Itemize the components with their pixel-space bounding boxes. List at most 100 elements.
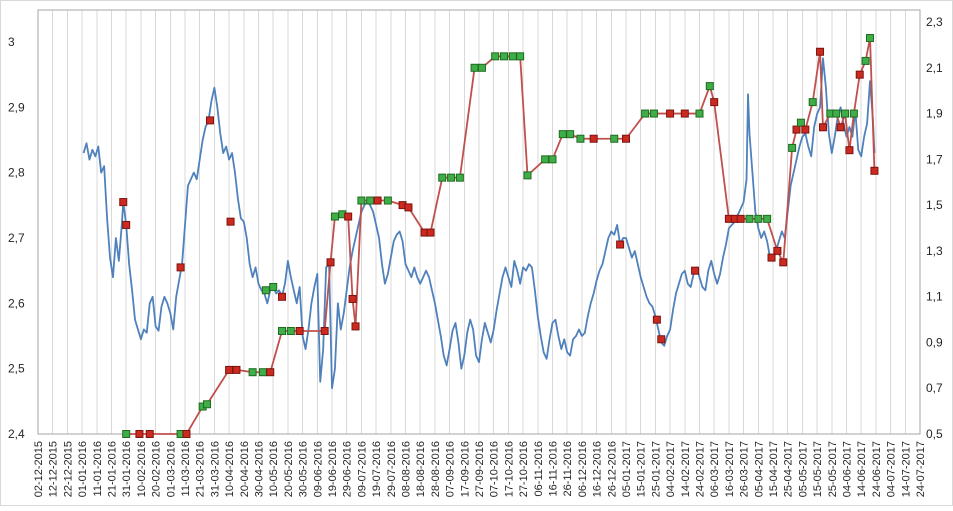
right-axis-tick-label: 1,7 [926, 152, 943, 166]
red-square-marker [666, 109, 675, 118]
green-square-marker [258, 368, 267, 377]
green-square-marker [455, 173, 464, 182]
red-square-marker [589, 134, 598, 143]
red-square-marker [836, 123, 845, 132]
red-square-signal-marker [278, 292, 287, 301]
green-square-marker [849, 109, 858, 118]
red-square-marker [182, 430, 191, 438]
red-square-marker [773, 246, 782, 255]
red-square-marker [404, 203, 413, 212]
green-square-marker [576, 134, 585, 143]
x-axis-tick-label: 19-06-2016 [327, 441, 339, 497]
x-axis-tick-label: 07-10-2016 [489, 441, 501, 497]
red-square-signal-marker [205, 116, 214, 125]
red-square-marker [266, 368, 275, 377]
red-square-marker [818, 123, 827, 132]
red-square-signal-marker [176, 263, 185, 272]
green-square-marker [832, 109, 841, 118]
red-square-marker [801, 125, 810, 134]
red-square-signal-marker [691, 266, 700, 275]
red-square-marker [845, 146, 854, 155]
green-square-marker [470, 63, 479, 72]
x-axis-tick-label: 10-04-2016 [224, 441, 236, 497]
x-axis-tick-label: 27-10-2016 [518, 441, 530, 497]
x-axis-tick-label: 14-06-2017 [856, 441, 868, 497]
x-axis-tick-label: 10-05-2016 [268, 441, 280, 497]
x-axis-tick-label: 21-01-2016 [107, 441, 119, 497]
right-axis-tick-label: 1,9 [926, 107, 943, 121]
green-square-marker [649, 109, 658, 118]
x-axis-tick-label: 24-06-2017 [871, 441, 883, 497]
green-square-marker [548, 155, 557, 164]
left-axis-tick-label: 2,7 [8, 231, 25, 245]
x-axis-tick-label: 18-08-2016 [415, 441, 427, 497]
green-square-marker [861, 56, 870, 65]
x-axis-tick-label: 01-03-2016 [165, 441, 177, 497]
x-axis-tick-label: 17-10-2016 [503, 441, 515, 497]
green-square-marker [523, 171, 532, 180]
x-axis-tick-label: 04-02-2017 [665, 441, 677, 497]
red-square-signal-marker [122, 220, 131, 229]
red-square-marker [426, 228, 435, 237]
red-square-signal-marker [226, 217, 235, 226]
x-axis-tick-label: 11-03-2016 [180, 441, 192, 496]
green-square-marker [866, 34, 875, 43]
x-axis-tick-label: 29-06-2016 [342, 441, 354, 497]
green-square-signal-marker [261, 286, 270, 295]
x-axis-tick-label: 26-12-2016 [606, 441, 618, 497]
blue-series-line [82, 57, 876, 390]
x-axis-tick-label: 20-05-2016 [283, 441, 295, 497]
x-axis-tick-label: 04-07-2017 [886, 441, 898, 497]
green-square-marker [841, 109, 850, 118]
x-axis-tick-label: 30-05-2016 [298, 441, 310, 497]
red-square-marker [348, 294, 357, 303]
x-axis-tick-label: 20-04-2016 [239, 441, 251, 497]
x-axis-tick-label: 14-07-2017 [900, 441, 912, 497]
right-axis-tick-label: 2,1 [926, 61, 943, 75]
x-axis-tick-label: 05-05-2017 [797, 441, 809, 497]
x-axis-tick-label: 14-02-2017 [680, 441, 692, 497]
green-square-marker [695, 109, 704, 118]
red-square-signal-marker [657, 335, 666, 344]
green-square-marker [541, 155, 550, 164]
red-square-marker [295, 327, 304, 335]
red-square-marker [680, 109, 689, 118]
green-square-marker [447, 173, 456, 182]
right-axis-tick-label: 0,7 [926, 381, 943, 395]
green-square-marker [788, 143, 797, 152]
green-square-marker [203, 400, 212, 409]
x-axis-tick-label: 26-11-2016 [562, 441, 574, 496]
right-axis-tick-label: 1,1 [926, 290, 943, 304]
red-square-marker [622, 134, 630, 143]
red-square-marker [736, 214, 745, 223]
right-axis-tick-label: 2,3 [926, 15, 943, 29]
green-square-marker [558, 130, 567, 139]
x-axis-tick-label: 04-06-2017 [842, 441, 854, 497]
left-axis-tick-label: 2,5 [8, 362, 25, 376]
red-square-signal-marker [119, 198, 128, 207]
red-square-marker [792, 125, 801, 134]
x-axis-tick-label: 24-02-2017 [695, 441, 707, 497]
x-axis-tick-label: 07-09-2016 [445, 441, 457, 497]
red-square-marker [232, 365, 241, 374]
green-square-marker [508, 52, 517, 61]
x-axis-tick-label: 06-03-2017 [709, 441, 721, 497]
green-square-marker [122, 430, 131, 438]
green-square-marker [641, 109, 650, 118]
red-square-signal-marker [767, 253, 776, 262]
x-axis-tick-label: 25-01-2017 [650, 441, 662, 497]
green-square-marker [754, 214, 763, 223]
x-axis-tick-label: 06-11-2016 [533, 441, 545, 496]
x-axis-tick-label: 27-09-2016 [474, 441, 486, 497]
x-axis-tick-label: 30-04-2016 [254, 441, 266, 497]
green-square-marker [808, 98, 817, 107]
red-square-marker [855, 70, 864, 79]
x-axis-tick-label: 29-07-2016 [386, 441, 398, 497]
right-axis-tick-label: 0,9 [926, 335, 943, 349]
green-square-marker [516, 52, 525, 61]
x-axis-tick-label: 09-06-2016 [312, 441, 324, 497]
red-square-marker [870, 166, 879, 175]
x-axis-tick-label: 15-04-2017 [768, 441, 780, 497]
red-square-signal-marker [616, 240, 625, 249]
